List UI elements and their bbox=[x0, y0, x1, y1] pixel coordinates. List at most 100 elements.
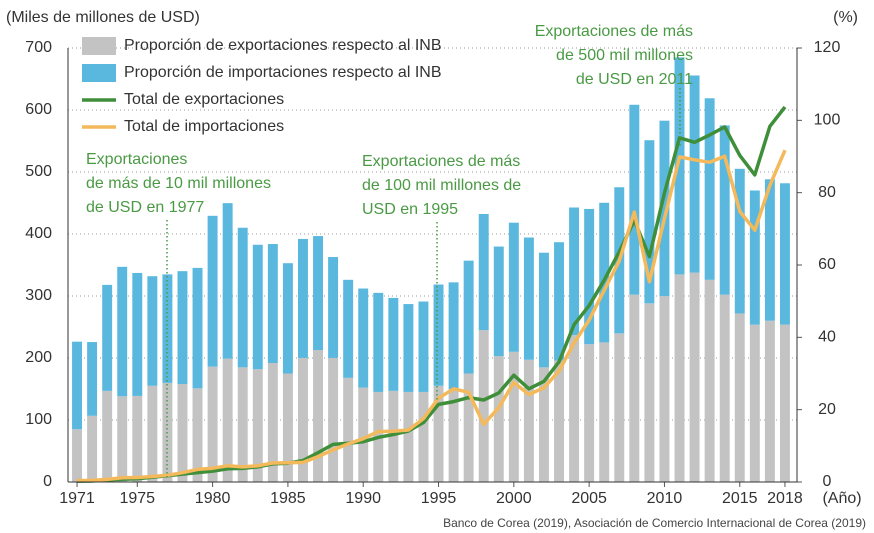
x-tick-label: 1990 bbox=[345, 490, 381, 507]
bar bbox=[267, 363, 278, 482]
x-tick-label: 2005 bbox=[571, 490, 607, 507]
bar bbox=[478, 214, 489, 331]
bar bbox=[734, 168, 745, 314]
x-tick-label: 2010 bbox=[647, 490, 683, 507]
bar bbox=[418, 391, 429, 482]
x-tick-label: 1971 bbox=[59, 490, 95, 507]
bar bbox=[448, 282, 459, 390]
bar bbox=[358, 288, 369, 388]
bar bbox=[313, 236, 323, 350]
bar bbox=[674, 57, 685, 275]
y2-tick-label: 120 bbox=[814, 39, 841, 56]
y-tick-label: 500 bbox=[25, 163, 52, 180]
bar bbox=[117, 266, 128, 397]
bar bbox=[147, 276, 158, 386]
bar bbox=[749, 324, 760, 482]
bar bbox=[132, 395, 143, 482]
bar bbox=[87, 415, 98, 482]
bar bbox=[222, 203, 233, 359]
y-tick-label: 200 bbox=[25, 349, 52, 366]
bar bbox=[147, 385, 158, 482]
source: Banco de Corea (2019), Asociación de Com… bbox=[443, 516, 866, 530]
x-axis-label: (Año) bbox=[822, 490, 861, 507]
bar bbox=[343, 279, 354, 378]
annotation: de USD en 2011 bbox=[576, 71, 693, 88]
annotation: Exportaciones de más bbox=[535, 23, 693, 40]
bar bbox=[117, 396, 128, 482]
bar bbox=[674, 274, 685, 482]
bar bbox=[463, 260, 474, 374]
legend-swatch bbox=[82, 37, 116, 55]
bar bbox=[554, 360, 564, 482]
bar bbox=[614, 333, 625, 482]
bar bbox=[313, 349, 323, 482]
bar bbox=[463, 373, 474, 482]
bar bbox=[72, 429, 83, 482]
bar bbox=[373, 292, 384, 392]
y-tick-label: 600 bbox=[25, 101, 52, 118]
bar bbox=[569, 207, 580, 336]
bar bbox=[72, 341, 83, 430]
bar bbox=[644, 140, 655, 304]
y-axis-label: (Miles de millones de USD) bbox=[6, 9, 200, 26]
bar bbox=[343, 377, 354, 482]
x-tick-label: 1980 bbox=[195, 490, 231, 507]
bar bbox=[237, 227, 248, 368]
bar bbox=[764, 320, 775, 482]
bar bbox=[328, 357, 339, 482]
bar bbox=[764, 179, 775, 321]
bar bbox=[177, 383, 188, 482]
bar bbox=[659, 296, 670, 482]
bar bbox=[358, 387, 369, 482]
bar bbox=[207, 366, 218, 482]
bar bbox=[433, 385, 444, 482]
bar bbox=[584, 208, 595, 345]
y-tick-label: 300 bbox=[25, 287, 52, 304]
bar bbox=[192, 267, 203, 389]
x-tick-label: 2015 bbox=[722, 490, 758, 507]
bar bbox=[132, 272, 143, 396]
line bbox=[76, 149, 787, 483]
bar bbox=[388, 390, 399, 482]
bar bbox=[704, 279, 715, 482]
bar bbox=[599, 202, 610, 343]
bar bbox=[538, 252, 549, 368]
y2-tick-label: 40 bbox=[818, 329, 836, 346]
bar bbox=[237, 367, 248, 482]
bar bbox=[659, 120, 670, 297]
bar bbox=[102, 284, 113, 391]
bar bbox=[102, 390, 113, 482]
bar bbox=[478, 330, 489, 482]
bar bbox=[719, 125, 730, 295]
y-tick-label: 400 bbox=[25, 225, 52, 242]
bar bbox=[252, 244, 263, 370]
legend-swatch bbox=[82, 64, 116, 82]
bar bbox=[433, 284, 444, 386]
bar bbox=[207, 215, 218, 367]
line bbox=[76, 105, 787, 484]
bar bbox=[538, 367, 549, 482]
bar bbox=[282, 373, 293, 482]
bar bbox=[508, 351, 519, 482]
y-tick-label: 100 bbox=[25, 411, 52, 428]
bar bbox=[629, 104, 640, 295]
bar bbox=[297, 357, 308, 482]
bar bbox=[523, 359, 534, 482]
y-tick-label: 700 bbox=[25, 39, 52, 56]
bar bbox=[252, 369, 263, 482]
legend-label: Total de exportaciones bbox=[124, 91, 284, 108]
annotation: de 100 mil millones de bbox=[362, 177, 521, 194]
bar bbox=[448, 389, 459, 482]
y2-tick-label: 20 bbox=[818, 401, 836, 418]
bar bbox=[192, 388, 203, 482]
annotation: de USD en 1977 bbox=[86, 199, 204, 216]
bar bbox=[734, 313, 745, 482]
legend-label: Total de importaciones bbox=[124, 118, 284, 135]
bar bbox=[403, 304, 414, 392]
x-tick-label: 1995 bbox=[421, 490, 457, 507]
bar bbox=[644, 303, 655, 482]
bar bbox=[584, 344, 595, 482]
y2-tick-label: 80 bbox=[818, 184, 836, 201]
annotation: USD en 1995 bbox=[362, 201, 458, 218]
bar bbox=[689, 272, 700, 482]
